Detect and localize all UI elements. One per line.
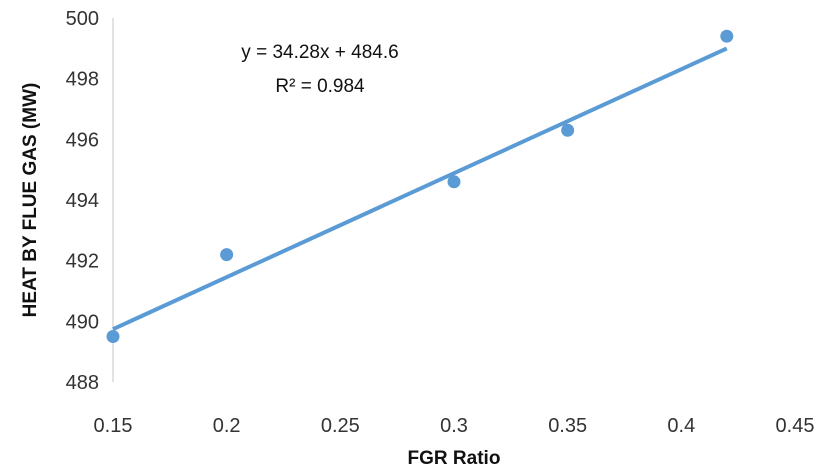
- trendline-equation: y = 34.28x + 484.6: [241, 42, 398, 63]
- data-point: [220, 248, 234, 262]
- x-tick-label: 0.15: [94, 415, 133, 437]
- x-tick-label: 0.35: [548, 415, 587, 437]
- trendline: [112, 46, 728, 331]
- y-tick-label: 500: [66, 8, 99, 30]
- y-tick-label: 492: [66, 251, 99, 273]
- data-point: [447, 175, 461, 189]
- x-tick-label: 0.3: [440, 415, 468, 437]
- x-tick-label: 0.25: [321, 415, 360, 437]
- y-tick-label: 498: [66, 69, 99, 91]
- x-tick-label: 0.45: [776, 415, 815, 437]
- x-axis-title: FGR Ratio: [408, 448, 501, 469]
- trendline-r-squared: R² = 0.984: [275, 76, 365, 97]
- y-axis-title: HEAT BY FLUE GAS (MW): [20, 83, 41, 318]
- y-tick-label: 496: [66, 129, 99, 151]
- data-point: [106, 330, 120, 343]
- x-tick-label: 0.2: [213, 415, 241, 437]
- data-points: [106, 29, 734, 343]
- y-tick-label: 490: [66, 311, 99, 333]
- data-point: [561, 123, 575, 137]
- y-axis-ticks: 488 490 492 494 496 498 500: [66, 8, 99, 394]
- y-tick-label: 488: [66, 372, 99, 394]
- x-tick-label: 0.4: [667, 415, 695, 437]
- y-tick-label: 494: [66, 190, 99, 212]
- x-axis-ticks: 0.15 0.2 0.25 0.3 0.35 0.4 0.45: [94, 415, 815, 437]
- data-point: [720, 29, 734, 43]
